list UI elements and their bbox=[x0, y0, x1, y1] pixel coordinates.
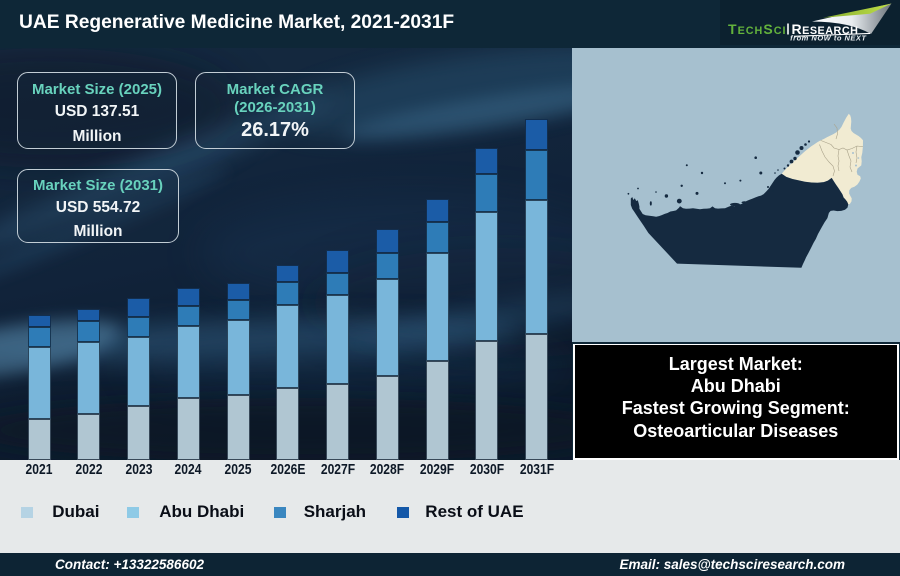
svg-text:TECHSCI: TECHSCI bbox=[728, 21, 787, 37]
svg-text:from NOW to NEXT: from NOW to NEXT bbox=[790, 34, 867, 43]
